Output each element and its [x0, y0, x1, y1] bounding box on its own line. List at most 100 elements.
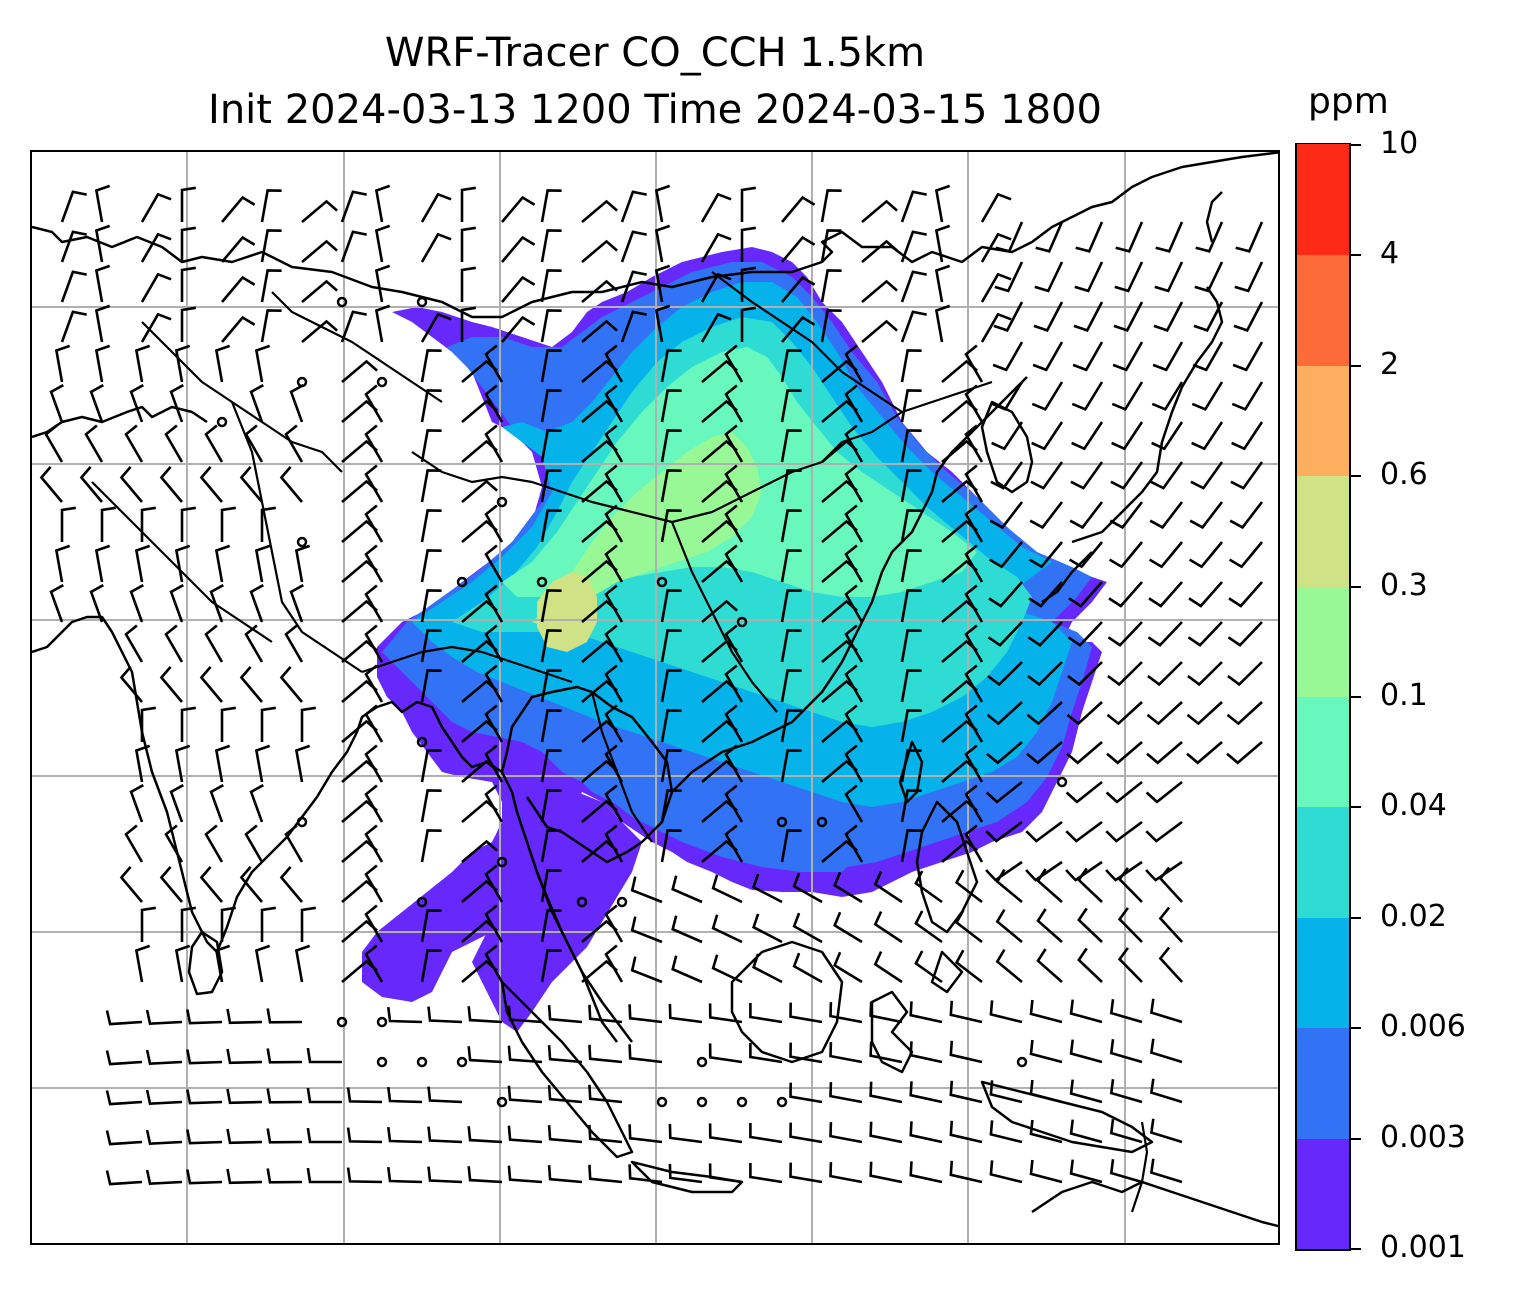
wind-barb: [1151, 381, 1184, 411]
colorbar-tick: [1351, 1027, 1361, 1030]
wind-barb: [174, 544, 191, 583]
wind-barb: [540, 589, 562, 623]
wind-barb: [708, 1043, 743, 1064]
wind-barb: [985, 820, 1023, 843]
wind-barb: [186, 1169, 223, 1185]
wind-barb: [186, 1089, 223, 1105]
wind-barb: [1186, 741, 1223, 765]
wind-barb: [740, 186, 757, 222]
calm-wind-marker: [496, 856, 508, 868]
wind-barb: [1029, 1039, 1063, 1064]
wind-barb: [387, 1166, 423, 1184]
wind-barb: [1036, 868, 1063, 903]
wind-barb: [654, 304, 671, 343]
wind-barb: [1110, 461, 1144, 490]
wind-barb: [540, 669, 562, 703]
wind-barb: [484, 864, 504, 903]
wind-barb: [780, 429, 802, 463]
wind-barb: [869, 1001, 903, 1024]
wind-barb: [507, 1085, 543, 1104]
wind-barb: [1228, 541, 1264, 569]
wind-barb: [989, 1160, 1023, 1184]
wind-barb: [180, 506, 197, 542]
wind-barb: [279, 466, 303, 503]
wind-barb: [540, 509, 562, 543]
wind-barb: [986, 741, 1023, 765]
wind-barb: [364, 464, 384, 503]
wind-barb: [909, 1001, 943, 1024]
wind-barb: [964, 704, 984, 743]
colorbar-tick: [1351, 585, 1361, 588]
wind-barb: [581, 199, 618, 223]
wind-barb: [54, 544, 71, 583]
wind-barb: [1231, 381, 1264, 411]
wind-barb: [140, 312, 172, 343]
wind-barb: [124, 624, 144, 663]
map-canvas: [32, 152, 1278, 1243]
wind-barb: [214, 744, 231, 783]
wind-barb: [711, 874, 743, 904]
wind-barb: [1065, 820, 1103, 843]
wind-barb: [1071, 421, 1104, 451]
colorbar-tick-label: 0.003: [1380, 1119, 1466, 1155]
wind-barb: [660, 389, 682, 423]
calm-wind-marker: [616, 896, 628, 908]
calm-wind-marker: [736, 616, 748, 628]
wind-barb: [1106, 741, 1143, 765]
concentration-plume: [362, 247, 1107, 1032]
wind-barb: [94, 544, 111, 583]
map-title-line2: Init 2024-03-13 1200 Time 2024-03-15 180…: [208, 87, 1102, 133]
wind-barb: [244, 624, 264, 663]
wind-barb: [204, 424, 224, 463]
wind-barb: [949, 1080, 983, 1104]
wind-barb: [60, 230, 87, 263]
wind-barb: [844, 664, 864, 703]
wind-barb: [964, 344, 984, 383]
wind-barb: [484, 784, 504, 823]
wind-barb: [1109, 1159, 1143, 1184]
wind-barb: [100, 506, 117, 542]
wind-barb: [900, 270, 927, 303]
colorbar-tick-label: 0.02: [1380, 898, 1447, 934]
coastline-philippines: [915, 800, 979, 994]
wind-barb: [1066, 701, 1103, 726]
wind-barb: [660, 349, 682, 383]
wind-barb: [60, 310, 87, 343]
wind-barb: [749, 1003, 783, 1024]
wind-barb: [1191, 381, 1224, 411]
coastline-borneo: [730, 940, 844, 1064]
wind-barb: [134, 944, 151, 983]
wind-barb: [900, 629, 922, 663]
wind-barb: [1152, 341, 1184, 372]
wind-barb: [620, 310, 647, 343]
wind-barb: [420, 469, 442, 503]
calm-wind-marker: [736, 1096, 748, 1108]
wind-barb: [781, 235, 816, 263]
wind-barb: [364, 824, 384, 863]
wind-barb: [989, 1000, 1023, 1024]
wind-barb: [900, 469, 922, 503]
wind-barb: [668, 1163, 703, 1184]
wind-barb: [1227, 661, 1263, 687]
wind-barb: [94, 344, 111, 383]
wind-barb: [226, 1088, 263, 1105]
wind-barb: [1231, 421, 1264, 451]
wind-barb: [1149, 1078, 1183, 1104]
wind-barb: [749, 1043, 783, 1064]
wind-barb: [1069, 1119, 1103, 1144]
wind-barb: [780, 749, 802, 783]
wind-barb: [1114, 261, 1144, 293]
wind-barb: [249, 783, 264, 823]
wind-barb: [1153, 301, 1184, 332]
wind-barb: [169, 583, 184, 623]
wind-barb: [1107, 661, 1143, 687]
wind-barb: [254, 344, 271, 383]
wind-barb: [724, 544, 744, 583]
wind-barb: [780, 629, 802, 663]
calm-wind-marker: [536, 576, 548, 588]
wind-barb: [1028, 541, 1064, 569]
wind-barb: [980, 312, 1012, 343]
wind-barb: [204, 624, 224, 663]
wind-barb: [900, 589, 922, 623]
wind-barb: [724, 464, 744, 503]
